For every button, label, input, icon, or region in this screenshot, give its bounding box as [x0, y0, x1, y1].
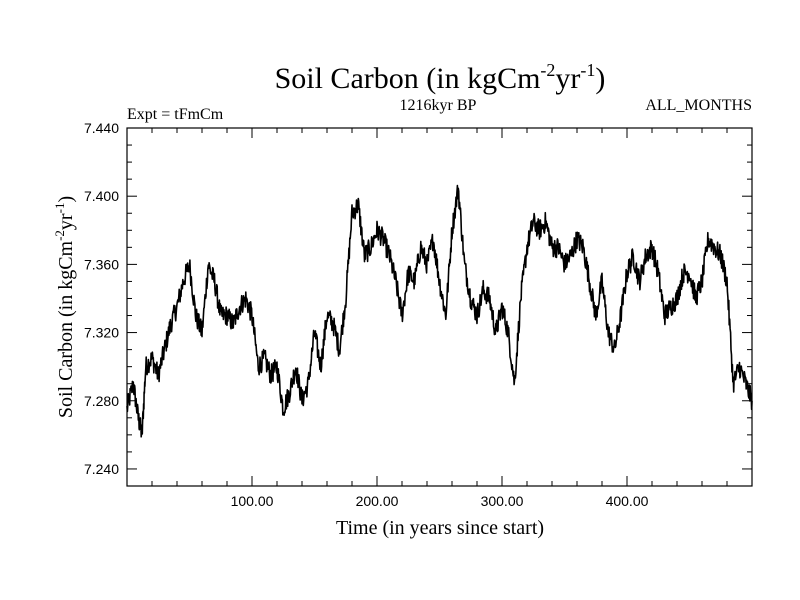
- y-tick-label: 7.240: [84, 461, 119, 477]
- x-tick-labels: 100.00 200.00 300.00 400.00: [231, 493, 649, 509]
- x-tick-label: 100.00: [231, 493, 274, 509]
- x-tick-label: 300.00: [481, 493, 524, 509]
- y-tick-label: 7.280: [84, 393, 119, 409]
- experiment-label: Expt = tFmCm: [127, 106, 224, 123]
- chart-title-superscript-1: -2: [540, 60, 555, 80]
- y-axis-label-superscript-2: -1: [52, 203, 67, 214]
- chart-title-superscript-2: -1: [580, 60, 595, 80]
- y-axis-label-superscript-1: -2: [52, 230, 67, 241]
- axis-ticks: [127, 127, 752, 486]
- chart-title-main: Soil Carbon (in kgCm: [275, 62, 541, 95]
- chart-title: Soil Carbon (in kgCm-2yr-1): [275, 60, 606, 95]
- y-axis-label-close: ): [55, 196, 77, 203]
- y-tick-label: 7.440: [84, 120, 119, 136]
- months-label: ALL_MONTHS: [645, 97, 752, 114]
- chart-subtitle: 1216kyr BP: [400, 97, 477, 114]
- y-tick-label: 7.360: [84, 256, 119, 272]
- chart-title-close: ): [595, 62, 605, 95]
- soil-carbon-series-line: [126, 184, 753, 438]
- y-tick-label: 7.400: [84, 188, 119, 204]
- y-tick-labels: 7.240 7.280 7.320 7.360 7.400 7.440: [84, 120, 119, 477]
- chart-title-unit: yr: [555, 62, 580, 95]
- y-axis-label-main: Soil Carbon (in kgCm: [55, 240, 77, 418]
- y-tick-label: 7.320: [84, 325, 119, 341]
- x-tick-label: 200.00: [356, 493, 399, 509]
- y-axis-label: Soil Carbon (in kgCm-2yr-1): [52, 196, 77, 418]
- x-tick-label: 400.00: [606, 493, 649, 509]
- y-axis-label-unit: yr: [55, 213, 77, 230]
- plot-frame: [126, 127, 753, 487]
- x-axis-label: Time (in years since start): [336, 517, 544, 539]
